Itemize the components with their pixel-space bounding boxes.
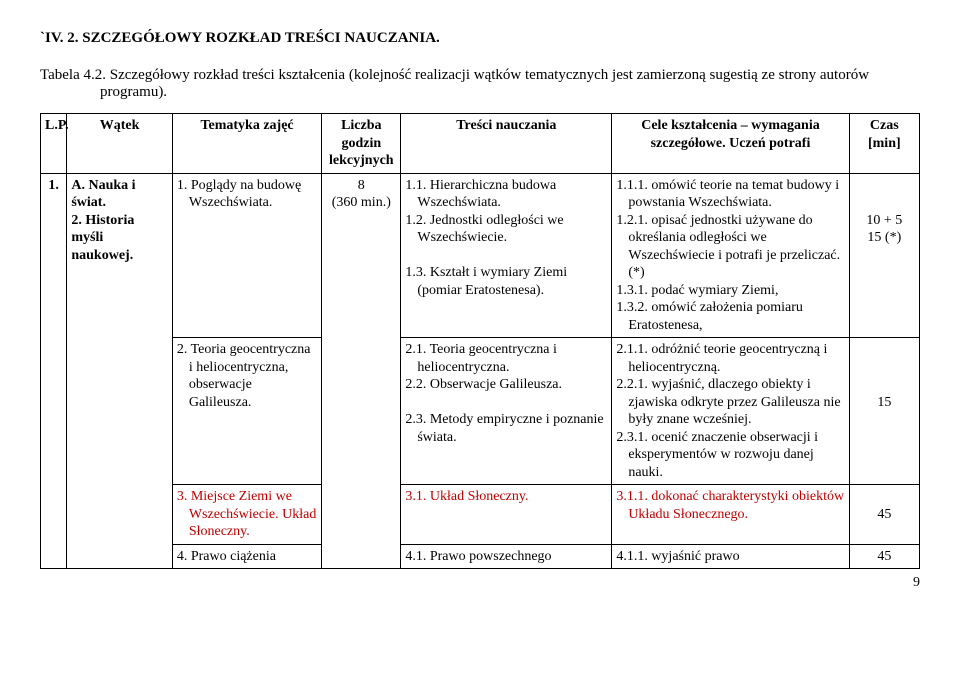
cell-tematyka: 1. Poglądy na budowę Wszechświata. xyxy=(172,173,321,338)
cell-cele: 4.1.1. wyjaśnić prawo xyxy=(612,544,849,569)
section-title: `IV. 2. SZCZEGÓŁOWY ROZKŁAD TREŚCI NAUCZ… xyxy=(40,30,920,47)
table-caption: Tabela 4.2. Szczegółowy rozkład treści k… xyxy=(40,67,920,101)
cell-cele: 2.1.1. odróżnić teorie geocentryczną i h… xyxy=(612,338,849,485)
table-row: 2. Teoria geocentryczna i heliocentryczn… xyxy=(41,338,920,485)
cell-czas: 45 xyxy=(849,544,919,569)
cell-czas: 15 xyxy=(849,338,919,485)
cell-czas: 10 + 515 (*) xyxy=(849,173,919,338)
cell-tresci: 2.1. Teoria geocentryczna i heliocentryc… xyxy=(401,338,612,485)
cell-tematyka: 2. Teoria geocentryczna i heliocentryczn… xyxy=(172,338,321,485)
table-row: 1. A. Nauka i świat. 2. Historia myśli n… xyxy=(41,173,920,338)
th-czas: Czas [min] xyxy=(849,114,919,174)
cell-liczba: 8(360 min.) xyxy=(322,173,401,569)
cell-tresci: 4.1. Prawo powszechnego xyxy=(401,544,612,569)
th-tematyka: Tematyka zajęć xyxy=(172,114,321,174)
cell-cele: 1.1.1. omówić teorie na temat budowy i p… xyxy=(612,173,849,338)
th-tresci: Treści nauczania xyxy=(401,114,612,174)
th-liczba: Liczba godzin lekcyjnych xyxy=(322,114,401,174)
table-header-row: L.P. Wątek Tematyka zajęć Liczba godzin … xyxy=(41,114,920,174)
cell-tematyka-red: 3. Miejsce Ziemi we Wszechświecie. Układ… xyxy=(172,485,321,545)
cell-czas: 45 xyxy=(849,485,919,545)
th-lp: L.P. xyxy=(41,114,67,174)
cell-tematyka: 4. Prawo ciążenia xyxy=(172,544,321,569)
cell-watek: A. Nauka i świat. 2. Historia myśli nauk… xyxy=(67,173,172,569)
caption-line1: Tabela 4.2. Szczegółowy rozkład treści k… xyxy=(40,67,869,83)
cell-lp: 1. xyxy=(41,173,67,569)
th-watek: Wątek xyxy=(67,114,172,174)
cell-tresci: 1.1. Hierarchiczna budowa Wszechświata. … xyxy=(401,173,612,338)
table-row: 3. Miejsce Ziemi we Wszechświecie. Układ… xyxy=(41,485,920,545)
caption-line2: programu). xyxy=(100,84,167,100)
th-cele: Cele kształcenia – wymagania szczegółowe… xyxy=(612,114,849,174)
table-row: 4. Prawo ciążenia 4.1. Prawo powszechneg… xyxy=(41,544,920,569)
page-number: 9 xyxy=(40,575,920,591)
cell-tresci-red: 3.1. Układ Słoneczny. xyxy=(401,485,612,545)
cell-cele-red: 3.1.1. dokonać charakterystyki obiektów … xyxy=(612,485,849,545)
curriculum-table: L.P. Wątek Tematyka zajęć Liczba godzin … xyxy=(40,113,920,569)
